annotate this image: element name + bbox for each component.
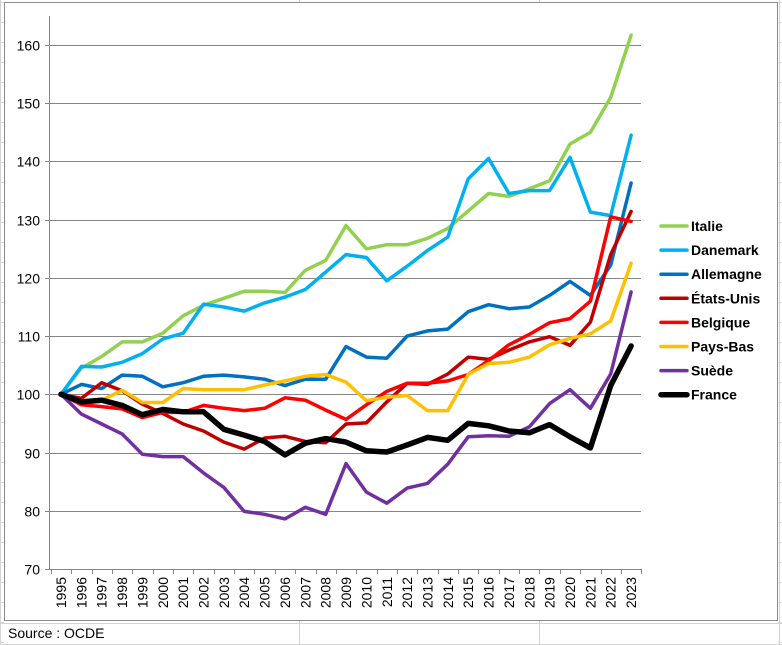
x-tick-label: 2013 (419, 577, 435, 608)
legend-item[interactable]: Pays-Bas (659, 339, 754, 355)
legend: Italie Danemark Allemagne États-Unis Belgiqu… (658, 218, 762, 403)
x-tick-label: 1999 (134, 577, 150, 608)
y-tick-label: 150 (17, 96, 41, 112)
x-tick-label: 1995 (53, 577, 69, 608)
legend-item[interactable]: Danemark (659, 242, 759, 258)
x-tick-label: 2023 (623, 577, 639, 608)
series-line-france[interactable] (58, 343, 634, 458)
x-tick-label: 2005 (257, 577, 273, 608)
x-tick-label: 2012 (399, 577, 415, 608)
legend-label: Allemagne (691, 266, 762, 282)
series-line-suede[interactable] (59, 290, 633, 521)
x-tick-label: 2015 (460, 577, 476, 608)
y-tick-label: 120 (17, 271, 41, 287)
series-line-italie[interactable] (59, 33, 633, 397)
x-tick-label: 2006 (277, 577, 293, 608)
y-tick-label: 100 (17, 387, 41, 403)
legend-item[interactable]: Allemagne (659, 266, 762, 282)
y-axis-ticks: 70 80 90 100 110 120 130 140 150 160 (17, 38, 41, 578)
legend-label: Belgique (691, 314, 750, 330)
x-tick-label: 2000 (155, 577, 171, 608)
x-axis-ticks: 1995 1996 1997 1998 1999 2000 2001 2002 2003 2004… (51, 569, 642, 608)
x-tick-label: 1996 (73, 577, 89, 608)
legend-label: Pays-Bas (691, 339, 754, 355)
legend-label: Italie (691, 218, 723, 234)
source-note: Source : OCDE (8, 625, 105, 641)
y-tick-label: 80 (24, 504, 40, 520)
x-tick-label: 1998 (114, 577, 130, 608)
legend-item[interactable]: Italie (659, 218, 723, 234)
axes (45, 16, 641, 570)
legend-label: France (691, 387, 737, 403)
y-tick-label: 160 (17, 38, 41, 54)
x-tick-label: 2014 (440, 577, 456, 608)
x-tick-label: 2004 (236, 577, 252, 608)
legend-item[interactable]: Belgique (659, 314, 750, 330)
x-tick-label: 2016 (481, 577, 497, 608)
series-line-danemark[interactable] (59, 133, 633, 397)
x-tick-label: 2001 (175, 577, 191, 608)
legend-item[interactable]: France (658, 387, 737, 403)
x-tick-label: 2021 (582, 577, 598, 608)
x-tick-label: 2019 (542, 577, 558, 608)
x-tick-label: 2008 (318, 577, 334, 608)
x-tick-label: 2010 (358, 577, 374, 608)
legend-label: Suède (691, 363, 733, 379)
x-tick-label: 2020 (562, 577, 578, 608)
x-tick-label: 2022 (603, 577, 619, 608)
series-lines (58, 33, 634, 521)
x-tick-label: 2007 (297, 577, 313, 608)
series-line-allemagne[interactable] (59, 181, 633, 397)
chart-area[interactable] (4, 2, 778, 621)
x-tick-label: 1997 (94, 577, 110, 608)
x-tick-label: 2011 (379, 577, 395, 607)
y-tick-label: 70 (24, 562, 40, 578)
y-tick-label: 110 (18, 329, 41, 345)
legend-item[interactable]: États-Unis (659, 290, 760, 306)
x-tick-label: 2002 (196, 577, 212, 608)
legend-label: États-Unis (691, 290, 760, 306)
x-tick-label: 2009 (338, 577, 354, 608)
series-line-belgique[interactable] (59, 215, 633, 422)
x-tick-label: 2017 (501, 577, 517, 608)
x-tick-label: 2003 (216, 577, 232, 608)
x-tick-label: 2018 (521, 577, 537, 608)
series-line-pays-bas[interactable] (59, 261, 633, 413)
gridlines (45, 45, 641, 512)
legend-item[interactable]: Suède (659, 363, 733, 379)
y-tick-label: 140 (17, 154, 41, 170)
y-tick-label: 90 (24, 446, 40, 462)
y-tick-label: 130 (17, 213, 41, 229)
legend-label: Danemark (691, 242, 759, 258)
